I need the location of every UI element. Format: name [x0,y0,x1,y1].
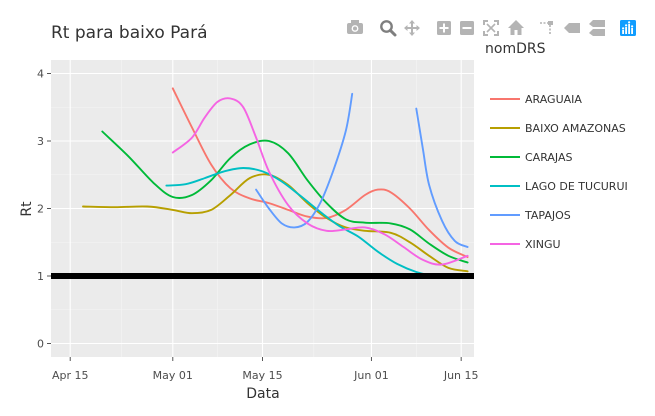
y-tick-label: 0 [37,338,44,351]
series-line-tapajos [255,92,354,229]
legend-item-tapajos[interactable]: TAPAJOS [490,209,571,222]
legend-label: LAGO DE TUCURUI [525,180,628,193]
legend-label: XINGU [525,238,561,251]
zoom-icon[interactable] [380,20,397,37]
autoscale-icon[interactable] [483,20,499,36]
hover-closest-icon[interactable] [564,23,580,33]
x-tick-label: Jun 15 [443,369,479,382]
y-tick-label: 2 [37,203,44,216]
legend-item-baixo-amazonas[interactable]: BAIXO AMAZONAS [490,122,626,135]
legend-label: ARAGUAIA [525,93,582,106]
spike-lines-icon[interactable] [540,21,553,35]
series-line-baixo-amazonas [82,173,469,273]
y-axis-title: Rt [19,201,35,217]
series-line-tapajos [415,107,469,248]
y-axis: 0 1 2 3 4 [37,68,51,351]
series-line-carajas [101,130,469,264]
x-axis: Apr 15 May 01 May 15 Jun 01 Jun 15 [52,357,479,382]
plotly-logo-icon[interactable] [620,20,636,36]
series-line-xingu [171,97,469,266]
x-tick-label: May 15 [242,369,282,382]
camera-icon[interactable] [347,20,363,34]
x-tick-label: Jun 01 [353,369,389,382]
legend[interactable]: ARAGUAIA BAIXO AMAZONAS CARAJAS LAGO DE TUC… [490,93,628,251]
zoom-in-icon[interactable] [437,21,451,35]
pan-icon[interactable] [404,20,420,36]
hover-compare-icon[interactable] [589,20,605,36]
y-tick-label: 3 [37,135,44,148]
legend-label: BAIXO AMAZONAS [525,122,626,135]
y-tick-label: 1 [37,270,44,283]
x-tick-label: May 01 [153,369,193,382]
modebar[interactable] [347,20,636,37]
x-axis-title: Data [246,386,279,402]
legend-item-lago-de-tucurui[interactable]: LAGO DE TUCURUI [490,180,628,193]
legend-item-xingu[interactable]: XINGU [490,238,561,251]
chart-title: Rt para baixo Pará [51,23,208,43]
y-tick-label: 4 [37,68,44,81]
legend-item-carajas[interactable]: CARAJAS [490,151,573,164]
legend-label: TAPAJOS [524,209,571,222]
x-tick-label: Apr 15 [52,369,89,382]
legend-title: nomDRS [485,41,546,57]
home-icon[interactable] [508,20,524,35]
legend-label: CARAJAS [525,151,573,164]
legend-item-araguaia[interactable]: ARAGUAIA [490,93,582,106]
zoom-out-icon[interactable] [460,21,474,35]
